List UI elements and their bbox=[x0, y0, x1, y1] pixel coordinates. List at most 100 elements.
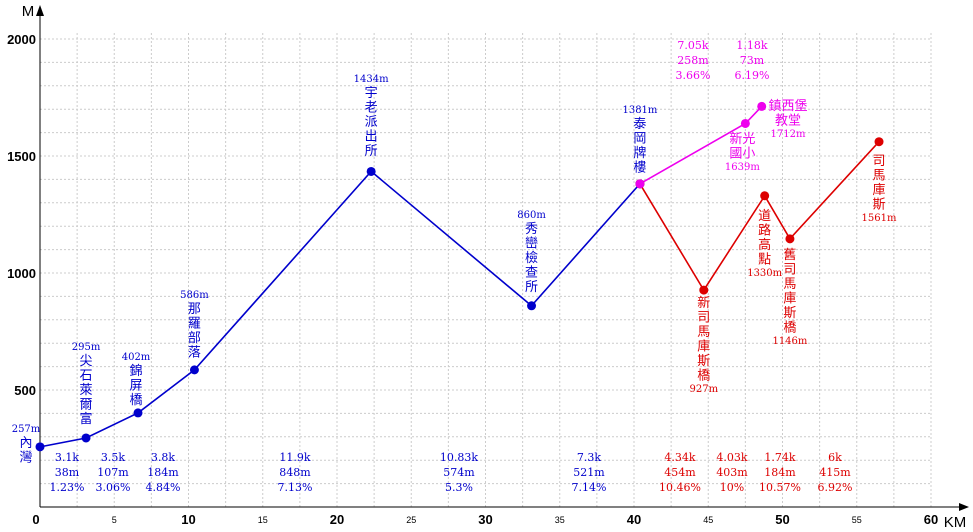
data-point bbox=[133, 408, 143, 418]
point-name-label: 新光 bbox=[729, 131, 755, 147]
point-name-label: 舊 bbox=[783, 248, 796, 263]
point-name-label: 橋 bbox=[130, 393, 143, 408]
x-tick-label-minor: 25 bbox=[406, 515, 416, 525]
segment-gain: 107m bbox=[97, 466, 129, 479]
point-name-label: 馬 bbox=[697, 325, 710, 340]
point-elevation-label: 295m bbox=[72, 342, 101, 353]
point-name-label: 富 bbox=[80, 411, 93, 427]
point-name-label: 灣 bbox=[19, 451, 32, 466]
point-name-label: 檢 bbox=[525, 250, 538, 266]
point-name-label: 點 bbox=[758, 253, 771, 268]
segment-grade: 10.46% bbox=[659, 481, 701, 494]
data-point bbox=[699, 285, 709, 295]
segment-grade: 10% bbox=[720, 481, 744, 494]
point-name-label: 所 bbox=[525, 280, 538, 295]
segment-distance: 7.3k bbox=[577, 451, 601, 464]
segment-gain: 184m bbox=[147, 466, 179, 479]
point-name-label: 橋 bbox=[697, 369, 710, 384]
segment-distance: 3.1k bbox=[55, 451, 79, 464]
point-name-label: 斯 bbox=[873, 198, 886, 213]
grid bbox=[40, 33, 932, 507]
point-name-label: 查 bbox=[525, 266, 538, 281]
point-name-label: 馬 bbox=[873, 169, 886, 184]
segment-grade: 3.66% bbox=[676, 69, 711, 82]
point-name-label: 泰 bbox=[633, 117, 646, 132]
segment-distance: 4.34k bbox=[664, 451, 695, 464]
data-point bbox=[785, 234, 795, 244]
point-name-label: 派 bbox=[365, 115, 378, 130]
point-name-label: 秀 bbox=[525, 222, 538, 237]
segment-gain: 403m bbox=[716, 466, 748, 479]
segment-gain: 258m bbox=[677, 54, 709, 67]
segment-grade: 6.19% bbox=[735, 69, 770, 82]
segment-gain: 184m bbox=[764, 466, 796, 479]
point-name-label: 高 bbox=[758, 237, 771, 253]
x-tick-label: 0 bbox=[32, 512, 39, 527]
segment-grade: 4.84% bbox=[146, 481, 181, 494]
point-name-label: 宇 bbox=[365, 86, 378, 101]
y-tick-label: 2000 bbox=[7, 32, 36, 47]
segment-grade: 7.13% bbox=[278, 481, 313, 494]
axes bbox=[36, 5, 969, 511]
point-labels: 257m內灣295m尖石萊爾富402m錦屏橋586m那羅部落1434m宇老派出所… bbox=[12, 74, 897, 466]
point-elevation-label: 1639m bbox=[725, 162, 760, 173]
point-elevation-label: 860m bbox=[517, 210, 546, 221]
segment-distance: 6k bbox=[828, 451, 842, 464]
point-elevation-label: 1561m bbox=[862, 213, 897, 224]
segment-gain: 521m bbox=[573, 466, 605, 479]
x-tick-label-minor: 15 bbox=[258, 515, 268, 525]
point-name-label: 萊 bbox=[80, 383, 93, 398]
data-point bbox=[527, 301, 537, 311]
tick-labels: M KM 500 1000 1500 2000 0 10 20 30 40 50 60 5 15 25 35 45… bbox=[7, 3, 966, 531]
segment-grade: 10.57% bbox=[759, 481, 801, 494]
x-tick-label-minor: 55 bbox=[852, 515, 862, 525]
point-name-label: 錦 bbox=[130, 363, 143, 379]
point-name-label: 落 bbox=[188, 346, 201, 361]
segment-gain: 38m bbox=[55, 466, 80, 479]
point-name-label: 司 bbox=[873, 154, 886, 169]
data-point bbox=[81, 433, 91, 443]
data-point bbox=[874, 137, 884, 147]
y-tick-label: 1500 bbox=[7, 149, 36, 164]
x-axis-unit: KM bbox=[944, 514, 967, 531]
y-tick-label: 1000 bbox=[7, 266, 36, 281]
segment-grade: 3.06% bbox=[96, 481, 131, 494]
data-point bbox=[189, 365, 199, 375]
point-elevation-label: 1712m bbox=[771, 129, 806, 140]
point-elevation-label: 586m bbox=[180, 290, 209, 301]
point-name-label: 國小 bbox=[729, 147, 755, 162]
point-name-label: 樓 bbox=[633, 161, 646, 176]
x-tick-label: 40 bbox=[627, 512, 641, 527]
point-name-label: 庫 bbox=[783, 292, 796, 307]
point-elevation-label: 257m bbox=[12, 424, 41, 435]
point-name-label: 部 bbox=[188, 331, 201, 346]
point-name-label: 斯 bbox=[783, 306, 796, 321]
point-name-label: 內 bbox=[19, 436, 32, 451]
point-name-label: 鎮西堡 bbox=[768, 98, 807, 114]
segment-distance: 3.8k bbox=[151, 451, 175, 464]
point-name-label: 屏 bbox=[130, 379, 143, 394]
point-name-label: 石 bbox=[80, 369, 93, 384]
segment-grade: 6.92% bbox=[818, 481, 853, 494]
x-tick-label-minor: 45 bbox=[703, 515, 713, 525]
point-name-label: 牌 bbox=[633, 145, 646, 161]
point-name-label: 橋 bbox=[783, 321, 796, 336]
point-name-label: 斯 bbox=[697, 354, 710, 369]
segment-gain: 848m bbox=[279, 466, 311, 479]
segment-gain: 454m bbox=[664, 466, 696, 479]
segment-distance: 1.18k bbox=[736, 39, 767, 52]
segment-distance: 11.9k bbox=[279, 451, 310, 464]
point-name-label: 那 bbox=[188, 302, 201, 317]
point-elevation-label: 1434m bbox=[354, 74, 389, 85]
point-name-label: 尖 bbox=[80, 354, 93, 369]
data-point bbox=[740, 118, 750, 128]
x-tick-label: 20 bbox=[330, 512, 344, 527]
point-name-label: 老 bbox=[365, 101, 378, 116]
segment-gain: 574m bbox=[443, 466, 475, 479]
point-name-label: 司 bbox=[783, 263, 796, 278]
point-elevation-label: 927m bbox=[690, 384, 719, 395]
point-name-label: 庫 bbox=[697, 340, 710, 355]
x-tick-label-minor: 35 bbox=[555, 515, 565, 525]
point-elevation-label: 402m bbox=[122, 352, 151, 363]
x-tick-label: 50 bbox=[775, 512, 789, 527]
